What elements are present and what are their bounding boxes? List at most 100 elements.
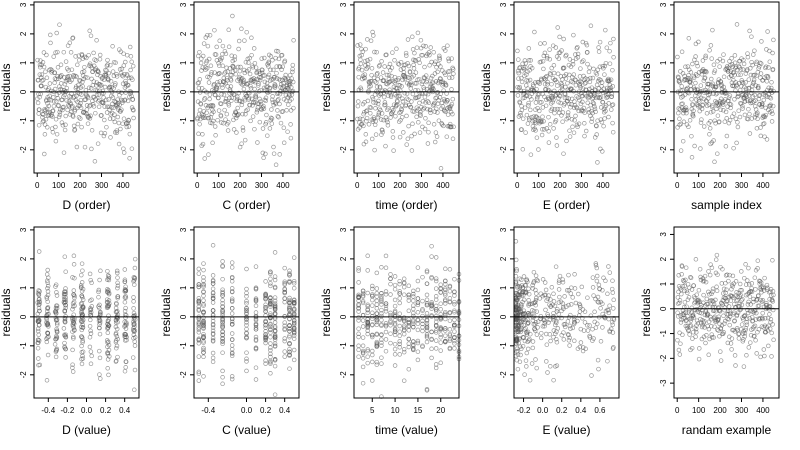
data-point (732, 353, 738, 358)
data-point (99, 90, 105, 96)
data-point (379, 132, 384, 137)
data-point (60, 123, 66, 128)
data-point (578, 326, 584, 332)
data-point (585, 100, 590, 106)
data-point (428, 110, 433, 116)
data-point (75, 121, 81, 127)
data-point (97, 277, 102, 283)
data-point (599, 80, 605, 85)
data-point (383, 306, 389, 312)
data-point (45, 289, 51, 294)
data-point (287, 273, 292, 278)
data-point (97, 56, 103, 62)
data-point (45, 306, 51, 311)
data-point (44, 315, 49, 321)
data-point (64, 77, 70, 82)
x-axis-label: randam example (682, 423, 772, 437)
data-point (220, 317, 225, 323)
x-tick-label: 20 (436, 406, 445, 415)
data-point (380, 129, 385, 135)
y-tick-label: -2 (339, 146, 348, 154)
data-point (356, 331, 361, 337)
data-point (368, 38, 374, 44)
data-point (605, 291, 610, 297)
data-point (210, 315, 216, 320)
data-point (201, 309, 206, 315)
data-point (80, 338, 85, 343)
data-point (121, 116, 127, 121)
data-point (739, 298, 744, 303)
data-point (757, 279, 763, 284)
data-point (254, 107, 260, 113)
data-point (760, 310, 765, 316)
data-point (401, 349, 407, 355)
data-point (251, 46, 257, 51)
y-tick-label: -1 (659, 117, 668, 125)
data-point (85, 95, 91, 101)
data-point (50, 114, 55, 119)
data-point (411, 298, 416, 303)
data-point (549, 81, 554, 87)
data-point (263, 120, 269, 125)
data-point (684, 122, 690, 127)
data-point (564, 288, 570, 293)
data-point (418, 113, 423, 118)
data-point (42, 108, 47, 114)
data-point (370, 292, 375, 297)
data-point (687, 118, 693, 123)
data-point (556, 99, 561, 105)
data-point (36, 111, 41, 116)
data-point (525, 279, 530, 284)
data-point (287, 271, 292, 276)
data-point (770, 111, 775, 116)
data-point (383, 322, 389, 328)
data-point (751, 52, 756, 57)
data-point (606, 316, 611, 322)
data-point (725, 340, 731, 346)
data-point (521, 311, 527, 316)
data-point (379, 332, 384, 337)
data-point (85, 75, 90, 80)
data-point (519, 107, 525, 113)
data-point (449, 101, 455, 107)
data-point (519, 291, 525, 296)
data-point (78, 318, 84, 323)
data-point (576, 121, 582, 127)
data-point (594, 265, 600, 271)
data-point (271, 67, 276, 73)
x-axis-label: D (order) (62, 198, 110, 212)
data-point (383, 253, 389, 259)
data-point (411, 109, 417, 114)
data-point (45, 352, 51, 358)
data-point (521, 308, 527, 313)
data-point (450, 96, 456, 102)
data-point (558, 100, 563, 106)
data-point (752, 333, 757, 339)
data-point (514, 346, 520, 352)
data-point (554, 320, 559, 326)
data-point (754, 112, 760, 117)
residual-panel: -2 -1 0 1 2 3 0 100 200 300 400 residuals C (order) (159, 0, 320, 225)
data-point (229, 311, 235, 316)
data-point (438, 285, 443, 291)
data-point (419, 81, 425, 87)
data-point (449, 75, 455, 80)
data-point (412, 50, 417, 56)
data-point (363, 139, 369, 145)
data-point (406, 328, 412, 333)
data-point (608, 40, 613, 46)
data-point (123, 288, 128, 294)
data-point (379, 111, 385, 116)
data-point (397, 296, 402, 301)
data-point (36, 249, 42, 254)
data-point (51, 54, 56, 59)
data-point (525, 346, 531, 352)
data-point (447, 333, 453, 338)
data-point (272, 306, 278, 312)
data-point (268, 351, 273, 357)
data-point (360, 335, 366, 340)
data-point (438, 335, 443, 340)
data-point (105, 357, 111, 362)
data-point (268, 283, 273, 289)
data-point (60, 97, 65, 102)
